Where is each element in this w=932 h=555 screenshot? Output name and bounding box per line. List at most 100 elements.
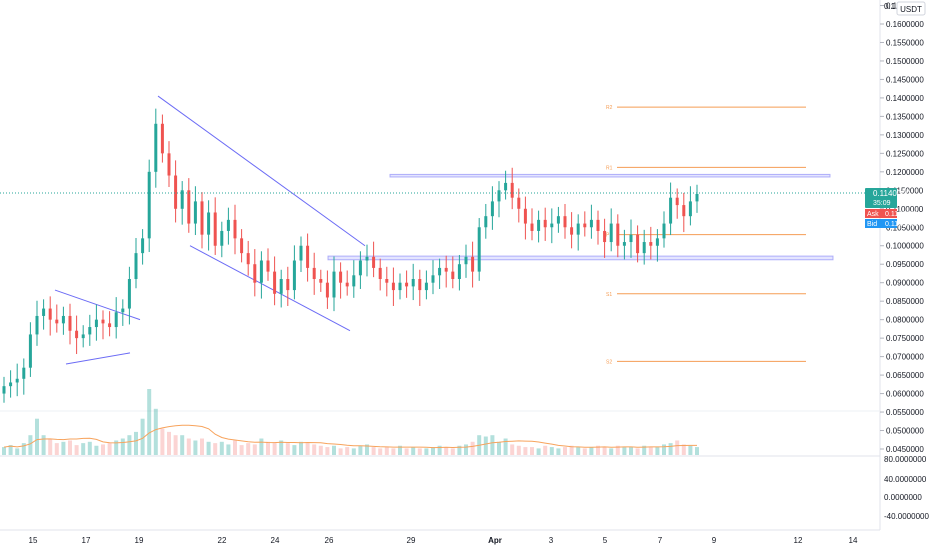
candle-body [134, 253, 138, 279]
volume-bar [398, 445, 402, 455]
price-tick-label: 0.1350000 [886, 112, 924, 121]
candle-body [405, 282, 409, 287]
candle-body [537, 219, 541, 231]
time-tick-label: 22 [218, 536, 227, 545]
price-tick-label: 0.1500000 [886, 57, 924, 66]
pivot-label-p: P [606, 233, 610, 239]
time-tick-label: 7 [658, 536, 663, 545]
candle-body [2, 386, 6, 394]
candle-body [391, 282, 395, 291]
price-axis[interactable]: 0.16500000.16000000.15500000.15000000.14… [880, 2, 924, 454]
horizontal-zones [327, 173, 834, 261]
candle-body [240, 238, 244, 254]
volume-bar [668, 443, 673, 455]
candle-body [669, 197, 673, 224]
volume-bar [259, 438, 264, 455]
candle-body [246, 253, 250, 265]
time-axis[interactable]: 15 17 19 22 24 26 29 Apr 3 5 7 9 12 14 [29, 536, 858, 545]
candle-body [457, 264, 461, 279]
price-tick-label: 0.1600000 [886, 20, 924, 29]
price-tick-label: 0.1400000 [886, 94, 924, 103]
candle-body [662, 223, 666, 239]
candle-body [319, 279, 323, 283]
last-price-value: 0.1140000 [873, 189, 911, 198]
pivot-label-s2: S2 [606, 359, 612, 365]
candle-body [418, 279, 422, 291]
candle-body [174, 175, 178, 209]
volume-bar [365, 444, 369, 455]
candle-body [352, 275, 356, 287]
pivot-label-r2: R2 [606, 105, 613, 111]
volume-bar [596, 445, 600, 455]
candle-body [378, 267, 382, 279]
volume-bar [497, 441, 501, 455]
candle-body [431, 275, 435, 283]
volume-bar [681, 444, 686, 455]
bid-tag: Bid 0.1138039 [865, 219, 918, 228]
volume-bar [549, 447, 554, 455]
volume-bar [279, 440, 284, 455]
time-tick-label: 14 [849, 536, 858, 545]
candle-body [484, 216, 488, 228]
price-tick-label: 0.0650000 [886, 371, 924, 380]
candle-body [339, 271, 343, 283]
volume-bar [266, 441, 270, 455]
candle-body [75, 330, 79, 339]
candle-body [444, 267, 448, 272]
volume-bar [345, 447, 350, 455]
price-tick-label: 0.1000000 [886, 242, 924, 251]
candle-body [636, 234, 640, 254]
price-tick-label: 0.0450000 [886, 445, 924, 454]
volume-bar [81, 443, 86, 455]
resistance-zone [389, 173, 831, 178]
time-tick-label: 3 [549, 536, 554, 545]
volume-bar [589, 447, 594, 455]
oscillator-tick-label: -40.0000000 [884, 512, 929, 521]
volume-bar [325, 447, 330, 455]
candle-body [15, 378, 19, 383]
volume-moving-average [3, 424, 697, 449]
volume-bar [404, 448, 409, 455]
candle-body [570, 227, 574, 235]
volume-bar [127, 435, 132, 455]
currency-label[interactable]: USDT [896, 1, 926, 16]
candle-body [609, 223, 613, 243]
time-tick-label: 24 [271, 536, 280, 545]
volume-bar [180, 435, 185, 455]
candle-body [517, 197, 521, 209]
candle-body [477, 227, 481, 272]
price-tick-label: 0.1550000 [886, 38, 924, 47]
candle-body [167, 153, 171, 176]
volume-bar [160, 428, 165, 455]
price-tick-label: 0.0850000 [886, 297, 924, 306]
candle-body [411, 279, 415, 287]
trendline [65, 352, 131, 365]
trendlines[interactable] [54, 95, 366, 365]
volume-bar [569, 445, 574, 455]
candle-body [655, 238, 659, 246]
volume-bar [688, 445, 693, 455]
candle-body [464, 256, 468, 265]
volume-bar [371, 447, 376, 455]
volume-bar [576, 447, 581, 455]
volume-bar [107, 443, 112, 455]
volume-bar [292, 445, 297, 455]
last-price-tag: 0.1140000 35:09 [865, 188, 911, 208]
volume-bar [48, 438, 53, 455]
price-tick-label: 0.0750000 [886, 334, 924, 343]
volume-bar [675, 440, 680, 455]
volume-bar [602, 447, 607, 455]
volume-ma-line [3, 424, 697, 449]
time-tick-label: 19 [135, 536, 144, 545]
price-tick-label: 0.0600000 [886, 390, 924, 399]
candle-body [675, 197, 679, 206]
candle-body [200, 201, 204, 235]
candle-body [365, 256, 369, 261]
candle-body [616, 223, 620, 246]
time-tick-label: 17 [82, 536, 91, 545]
volume-bar [94, 445, 99, 455]
candle-body [121, 308, 125, 313]
candle-body [596, 219, 600, 231]
